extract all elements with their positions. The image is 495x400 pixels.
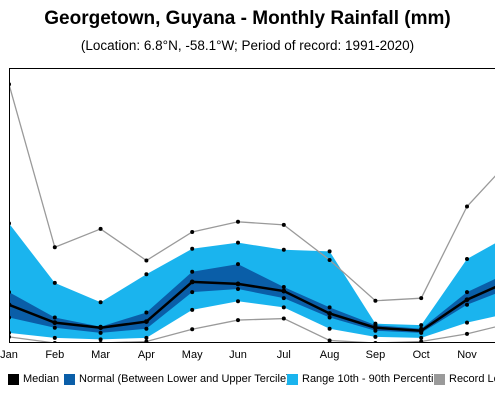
- lower-tercile-point-apr: [144, 326, 149, 331]
- median-point-jun: [235, 281, 241, 287]
- p10-point-apr: [144, 335, 149, 340]
- record-high-point-apr: [144, 258, 149, 263]
- p90-point-nov: [465, 256, 469, 261]
- upper-tercile-point-jun: [236, 262, 240, 267]
- p10-point-oct: [419, 335, 424, 340]
- lower-tercile-point-mar: [98, 330, 103, 335]
- upper-tercile-point-nov: [465, 290, 469, 295]
- median-line: [9, 280, 495, 333]
- record-high-point-may: [190, 229, 195, 234]
- lower-tercile-point-nov: [465, 302, 469, 307]
- p10-point-aug: [327, 326, 332, 331]
- record-high-point-jul: [281, 222, 286, 227]
- legend-label-normal: Normal (Between Lower and Upper Tercile): [79, 373, 290, 385]
- chart-subtitle: (Location: 6.8°N, -58.1°W; Period of rec…: [80, 38, 415, 53]
- p10-point-jun: [236, 299, 240, 304]
- x-tick-label-jan: Jan: [0, 349, 18, 361]
- legend-swatch-median: [8, 373, 19, 385]
- legend-swatch-normal: [64, 373, 75, 385]
- legend-label-range: Range 10th - 90th Percentile: [302, 373, 443, 385]
- lower-tercile-point-feb: [52, 325, 57, 330]
- p10-point-sep: [373, 334, 378, 339]
- record-high-point-nov: [465, 204, 469, 209]
- x-tick-label-jul: Jul: [277, 349, 291, 361]
- p90-point-oct: [419, 323, 424, 328]
- x-tick-label-mar: Mar: [91, 349, 110, 361]
- record-low-point-jun: [236, 318, 240, 323]
- lower-tercile-point-aug: [327, 315, 332, 320]
- upper-tercile-point-feb: [52, 315, 57, 320]
- p90-point-mar: [98, 300, 103, 305]
- median-point-feb: [52, 320, 58, 326]
- chart-title: Georgetown, Guyana - Monthly Rainfall (m…: [44, 8, 451, 29]
- legend-label-record: Record Low/High: [449, 373, 495, 385]
- p10-point-nov: [465, 320, 469, 325]
- x-tick-label-nov: Nov: [457, 349, 477, 361]
- record-low-line: [9, 317, 495, 343]
- legend-swatch-record: [434, 373, 445, 385]
- lower-tercile-point-may: [190, 290, 195, 295]
- p90-point-may: [190, 246, 195, 251]
- p90-point-aug: [327, 249, 332, 254]
- legend-label-median: Median: [23, 373, 60, 385]
- upper-tercile-point-may: [190, 269, 195, 274]
- record-high-point-aug: [327, 257, 332, 262]
- lower-tercile-point-jul: [281, 296, 286, 301]
- legend: Median Normal (Between Lower and Upper T…: [8, 373, 495, 389]
- median-point-may: [189, 279, 195, 285]
- upper-tercile-point-aug: [327, 305, 332, 310]
- p10-point-feb: [52, 335, 57, 340]
- p90-point-jul: [281, 247, 286, 252]
- legend-item-record: Record Low/High: [434, 373, 495, 385]
- p90-point-feb: [52, 280, 57, 285]
- record-low-point-nov: [465, 331, 469, 336]
- p90-point-jun: [236, 240, 240, 245]
- x-tick-label-apr: Apr: [138, 349, 155, 361]
- p10-point-mar: [98, 337, 103, 342]
- record-high-point-oct: [419, 296, 424, 301]
- record-high-point-jun: [236, 219, 240, 224]
- median-point-oct: [418, 328, 424, 334]
- median-point-jul: [281, 288, 287, 294]
- record-high-point-feb: [52, 245, 57, 250]
- median-point-aug: [327, 311, 332, 316]
- record-high-line: [9, 84, 495, 302]
- median-point-apr: [144, 319, 149, 325]
- record-low-point-may: [190, 327, 195, 332]
- median-point-sep: [373, 325, 378, 331]
- legend-item-median: Median: [8, 373, 59, 385]
- record-high-point-mar: [98, 226, 103, 231]
- record-low-point-aug: [327, 338, 332, 343]
- x-tick-label-sep: Sep: [366, 349, 386, 361]
- median-point-mar: [98, 325, 103, 331]
- p90-point-apr: [144, 272, 149, 277]
- plot-frame: [9, 68, 495, 343]
- x-tick-label-feb: Feb: [45, 349, 64, 361]
- plot-area: [9, 82, 495, 343]
- legend-item-range: Range 10th - 90th Percentile: [287, 373, 442, 385]
- x-tick-label-may: May: [182, 349, 203, 361]
- upper-tercile-point-apr: [144, 310, 149, 315]
- lower-tercile-point-jun: [236, 287, 240, 292]
- record-high-point-sep: [373, 298, 378, 303]
- upper-tercile-point-jul: [281, 284, 286, 289]
- normal-band: [9, 264, 495, 333]
- x-tick-label-jun: Jun: [229, 349, 247, 361]
- x-tick-label-aug: Aug: [320, 349, 340, 361]
- legend-item-normal: Normal (Between Lower and Upper Tercile): [64, 373, 290, 385]
- median-point-nov: [464, 297, 470, 303]
- p10-point-may: [190, 307, 195, 312]
- legend-swatch-range: [287, 373, 298, 385]
- record-low-point-jul: [281, 316, 286, 321]
- p10-point-jul: [281, 305, 286, 310]
- x-tick-label-oct: Oct: [413, 349, 430, 361]
